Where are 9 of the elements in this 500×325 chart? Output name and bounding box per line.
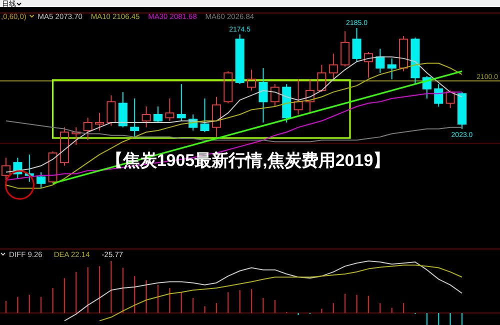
candlestick	[306, 78, 314, 114]
candlestick	[118, 92, 128, 128]
candlestick	[258, 68, 268, 124]
candlestick	[212, 96, 221, 138]
candlestick	[83, 117, 92, 141]
candlestick	[376, 48, 385, 74]
candlestick	[387, 58, 396, 80]
candlestick	[165, 98, 174, 122]
candlestick	[294, 78, 303, 116]
